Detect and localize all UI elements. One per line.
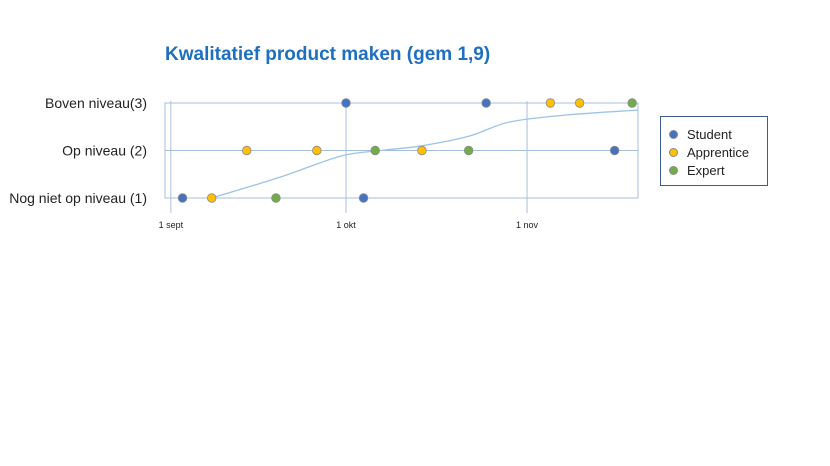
legend-marker-expert bbox=[669, 165, 678, 175]
point-apprentice bbox=[417, 145, 427, 156]
point-expert bbox=[370, 145, 380, 156]
x-tick-label: 1 sept bbox=[159, 220, 184, 230]
y-tick-label: Op niveau (2) bbox=[62, 143, 147, 159]
trendline bbox=[211, 109, 639, 199]
point-apprentice bbox=[242, 145, 252, 156]
grid bbox=[165, 101, 638, 213]
x-tick-label: 1 okt bbox=[336, 220, 356, 230]
point-apprentice bbox=[574, 98, 585, 108]
point-expert bbox=[627, 98, 637, 108]
point-expert bbox=[463, 145, 474, 156]
point-student bbox=[481, 98, 491, 108]
legend-item-student: Student bbox=[669, 125, 732, 143]
point-expert bbox=[271, 193, 281, 203]
legend-marker-apprentice bbox=[669, 147, 678, 157]
legend-item-expert: Expert bbox=[669, 161, 725, 179]
chart-title: Kwalitatief product maken (gem 1,9) bbox=[165, 44, 491, 65]
legend-label-expert: Expert bbox=[687, 162, 725, 178]
legend: Student Apprentice Expert bbox=[660, 116, 768, 186]
x-axis-labels: 1 sept 1 okt 1 nov bbox=[159, 220, 539, 230]
point-student bbox=[358, 193, 369, 203]
point-student bbox=[341, 98, 351, 108]
legend-label-student: Student bbox=[687, 126, 732, 142]
point-student bbox=[177, 193, 188, 203]
legend-marker-student bbox=[669, 129, 678, 139]
point-student bbox=[609, 145, 620, 156]
point-apprentice bbox=[545, 98, 556, 108]
y-tick-label: Nog niet op niveau (1) bbox=[9, 190, 147, 206]
legend-item-apprentice: Apprentice bbox=[669, 143, 749, 161]
point-apprentice bbox=[312, 145, 322, 156]
x-tick-label: 1 nov bbox=[516, 220, 539, 230]
legend-label-apprentice: Apprentice bbox=[687, 144, 750, 160]
y-axis-labels: Boven niveau(3) Op niveau (2) Nog niet op … bbox=[9, 95, 147, 206]
trendline-group bbox=[211, 109, 639, 199]
data-points bbox=[177, 98, 637, 203]
point-apprentice bbox=[207, 193, 217, 203]
y-tick-label: Boven niveau(3) bbox=[45, 95, 147, 111]
